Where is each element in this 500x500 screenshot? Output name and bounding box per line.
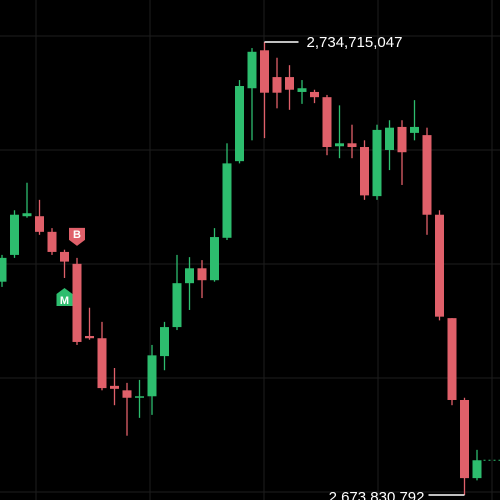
candle-body	[435, 214, 444, 317]
annotation-label: 2,673,830,792	[329, 489, 425, 500]
candle-body	[447, 318, 457, 400]
candle-body	[135, 396, 144, 398]
candle-body	[160, 327, 169, 357]
candle-body	[310, 91, 319, 98]
candle-body	[360, 147, 369, 196]
marker-shape	[56, 287, 73, 306]
marker-shape	[69, 227, 85, 246]
marker-label: M	[60, 295, 69, 307]
candle-body	[72, 263, 82, 342]
candle-body	[272, 77, 282, 93]
candle-body	[297, 88, 307, 92]
candle-body	[422, 135, 432, 215]
candle-body	[235, 86, 244, 162]
candle-body	[347, 143, 357, 148]
price-annotation: 2,673,830,792	[329, 489, 465, 500]
candle-body	[335, 143, 344, 147]
candle-body	[85, 336, 94, 339]
trade-marker: M	[56, 287, 73, 307]
price-annotation: 2,734,715,047	[264, 34, 403, 51]
candle-body	[222, 163, 232, 238]
candle-body	[247, 51, 257, 89]
candle-body	[460, 399, 469, 479]
candle-body	[197, 268, 207, 281]
candles	[0, 42, 482, 495]
trade-marker: B	[69, 227, 85, 246]
candle-body	[147, 355, 157, 397]
candle-body	[260, 50, 269, 93]
candle-body	[22, 213, 32, 217]
marker-label: B	[73, 229, 81, 241]
candle-body	[185, 268, 194, 284]
candle-body	[410, 126, 419, 133]
candle-body	[210, 237, 219, 281]
candle-body	[172, 283, 182, 328]
candle-body	[385, 127, 394, 150]
candle-body	[397, 126, 407, 153]
candle-body	[10, 214, 19, 255]
candle-body	[472, 460, 482, 479]
candle-body	[35, 216, 44, 232]
candle-body	[285, 77, 294, 90]
candle-body	[97, 338, 107, 389]
candle-body	[372, 129, 382, 197]
annotation-label: 2,734,715,047	[307, 34, 403, 51]
candle-body	[322, 97, 332, 148]
candle-body	[47, 231, 57, 252]
candle-body	[0, 257, 7, 282]
candle-body	[60, 251, 69, 262]
candle-body	[110, 385, 119, 389]
candle-body	[122, 390, 132, 398]
